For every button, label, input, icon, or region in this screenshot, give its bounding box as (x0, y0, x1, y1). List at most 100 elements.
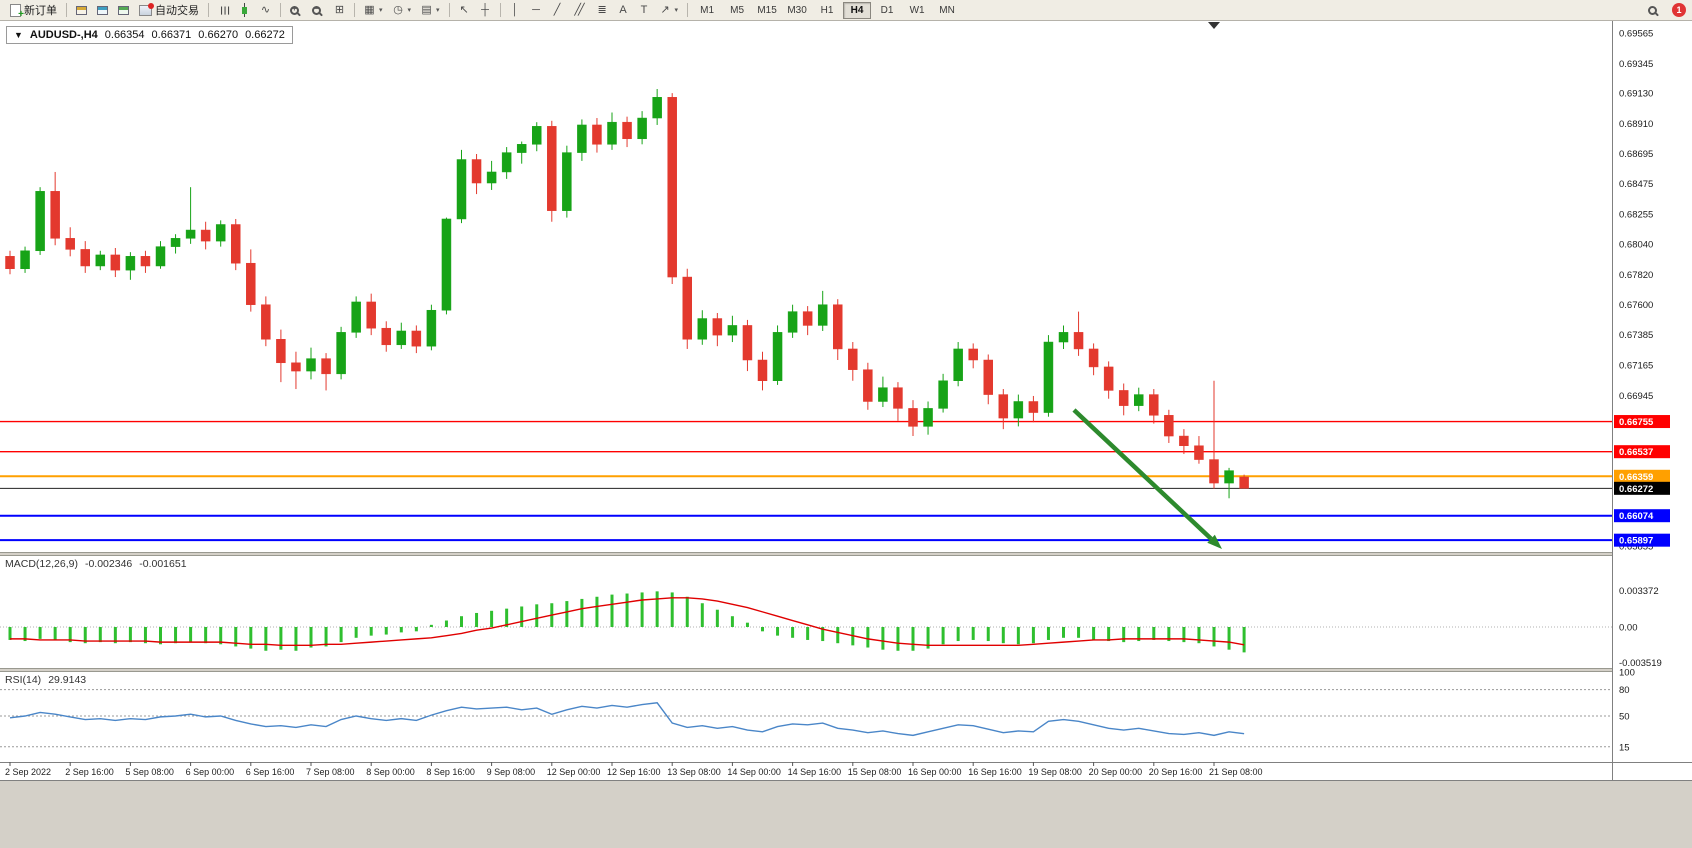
cursor-icon[interactable]: ↖ (455, 1, 474, 20)
svg-text:0.65897: 0.65897 (1619, 536, 1653, 547)
time-axis-label: 14 Sep 16:00 (788, 767, 842, 777)
market-watch-icon[interactable] (72, 1, 91, 20)
candle (562, 152, 572, 211)
price-axis-label: 0.68910 (1619, 119, 1653, 130)
chart-symbol-period: AUDUSD-,H4 (29, 29, 98, 41)
candle (471, 159, 482, 184)
panel-separator[interactable] (0, 552, 1692, 556)
text-label-icon[interactable]: T (635, 1, 654, 20)
price-badge-0.66537 (1614, 445, 1670, 459)
rsi-label: RSI(14) 29.9143 (5, 674, 86, 686)
quote-high: 0.66371 (151, 29, 192, 41)
trendline-icon: ╱ (553, 3, 561, 16)
templates-icon[interactable]: ▤ ▾ (417, 1, 444, 20)
bar-chart-icon[interactable]: ☰ (214, 1, 233, 20)
timeframe-m5-button[interactable]: M5 (730, 4, 745, 16)
timeframe-m30-button[interactable]: M30 (787, 4, 807, 16)
timeframe-d1-button[interactable]: D1 (880, 4, 894, 16)
price-badge-0.66755 (1614, 415, 1670, 429)
time-axis-label: 9 Sep 08:00 (487, 767, 536, 777)
price-badge-0.66359 (1614, 469, 1670, 483)
line-chart-icon: ∿ (260, 3, 271, 16)
chart-plot-area[interactable] (0, 21, 1692, 780)
rsi-axis-label: 50 (1619, 712, 1630, 723)
quote-close: 0.66272 (245, 29, 285, 41)
candle (291, 362, 301, 372)
candle (35, 191, 45, 252)
horizontal-lines[interactable] (0, 420, 1612, 542)
panel-separator[interactable] (0, 668, 1692, 672)
autotrading-button-label: 自动交易 (155, 5, 199, 17)
candle (306, 358, 316, 372)
macd-signal-line (10, 597, 1245, 647)
timeframe-w1-button[interactable]: W1 (909, 4, 925, 16)
line-chart-icon[interactable]: ∿ (256, 1, 275, 20)
zoom-in-icon[interactable] (286, 1, 306, 20)
svg-text:0.66359: 0.66359 (1619, 472, 1653, 483)
timeframe-mn-button[interactable]: MN (939, 4, 955, 16)
svg-text:0.66537: 0.66537 (1619, 447, 1653, 458)
candle (351, 301, 361, 333)
navigator-icon[interactable] (93, 1, 112, 20)
candle (1058, 332, 1069, 343)
candle (1013, 401, 1024, 419)
candle (1179, 435, 1189, 446)
arrows-icon[interactable]: ↗ ▾ (656, 1, 683, 20)
new-chart-icon[interactable]: ▦ ▾ (360, 1, 387, 20)
chart-ohlc-header: ▼ AUDUSD-,H4 0.66354 0.66371 0.66270 0.6… (6, 26, 293, 44)
time-axis-label: 13 Sep 08:00 (667, 767, 721, 777)
time-axis[interactable]: 2 Sep 2022 2 Sep 16:00 5 Sep 08:00 6 Sep 00… (0, 762, 1692, 777)
candle (637, 117, 647, 140)
timeframe-h4-button[interactable]: H4 (843, 1, 872, 19)
candlestick-chart-icon[interactable] (235, 1, 254, 20)
terminal-icon[interactable] (114, 1, 133, 20)
notification-badge[interactable]: 1 (1672, 3, 1686, 17)
timeframe-h1-button[interactable]: H1 (820, 4, 834, 16)
current-price-badge (1614, 481, 1670, 495)
toolbar-separator (66, 3, 67, 17)
one-click-trading-toggle[interactable]: ▼ (14, 30, 23, 40)
price-axis-label: 0.67385 (1619, 330, 1653, 341)
candlestick-series[interactable] (5, 88, 1249, 499)
vertical-line-icon[interactable]: │ (506, 1, 525, 20)
candle (547, 126, 557, 211)
fibonacci-icon[interactable]: ≣ (593, 1, 612, 20)
text-icon[interactable]: A (614, 1, 633, 20)
candle (667, 97, 677, 278)
candle (231, 224, 241, 264)
quote-open: 0.66354 (104, 29, 145, 41)
tile-windows-icon[interactable]: ⊞ (330, 1, 349, 20)
trend-arrow[interactable] (1072, 408, 1222, 549)
time-axis-label: 20 Sep 16:00 (1149, 767, 1203, 777)
macd-panel[interactable] (0, 591, 1612, 653)
macd-axis-label: 0.003372 (1619, 586, 1659, 597)
period-clock-icon[interactable]: ◷ ▾ (389, 1, 416, 20)
new-order-button-label: 新订单 (24, 5, 57, 17)
search-icon[interactable] (1644, 1, 1664, 20)
equidistant-channel-icon[interactable]: ╱╱ (569, 1, 591, 20)
autotrading-button[interactable]: 自动交易 (135, 1, 203, 20)
new-order-button[interactable]: 新订单 (6, 1, 61, 20)
candle (95, 254, 106, 267)
text-icon: A (619, 3, 627, 16)
zoom-out-icon[interactable] (308, 1, 328, 20)
candle (878, 387, 888, 402)
price-axis[interactable]: 0.69565 0.69345 0.69130 0.68910 0.68695 0.684… (1612, 21, 1692, 780)
timeframe-m1-button[interactable]: M1 (700, 4, 715, 16)
templates-icon: ▤ (421, 3, 432, 16)
fibonacci-icon: ≣ (597, 3, 607, 16)
candle (261, 304, 271, 340)
candle (140, 256, 151, 267)
time-axis-label: 5 Sep 08:00 (125, 767, 174, 777)
crosshair-icon[interactable]: ┼ (476, 1, 495, 20)
rsi-panel[interactable] (0, 689, 1612, 748)
horizontal-line-icon[interactable]: ─ (527, 1, 546, 20)
timeframe-m15-button[interactable]: M15 (757, 4, 777, 16)
candle (757, 359, 768, 381)
candle (532, 126, 542, 145)
price-axis-label: 0.66945 (1619, 391, 1653, 402)
trendline-icon[interactable]: ╱ (548, 1, 567, 20)
time-axis-label: 20 Sep 00:00 (1089, 767, 1143, 777)
